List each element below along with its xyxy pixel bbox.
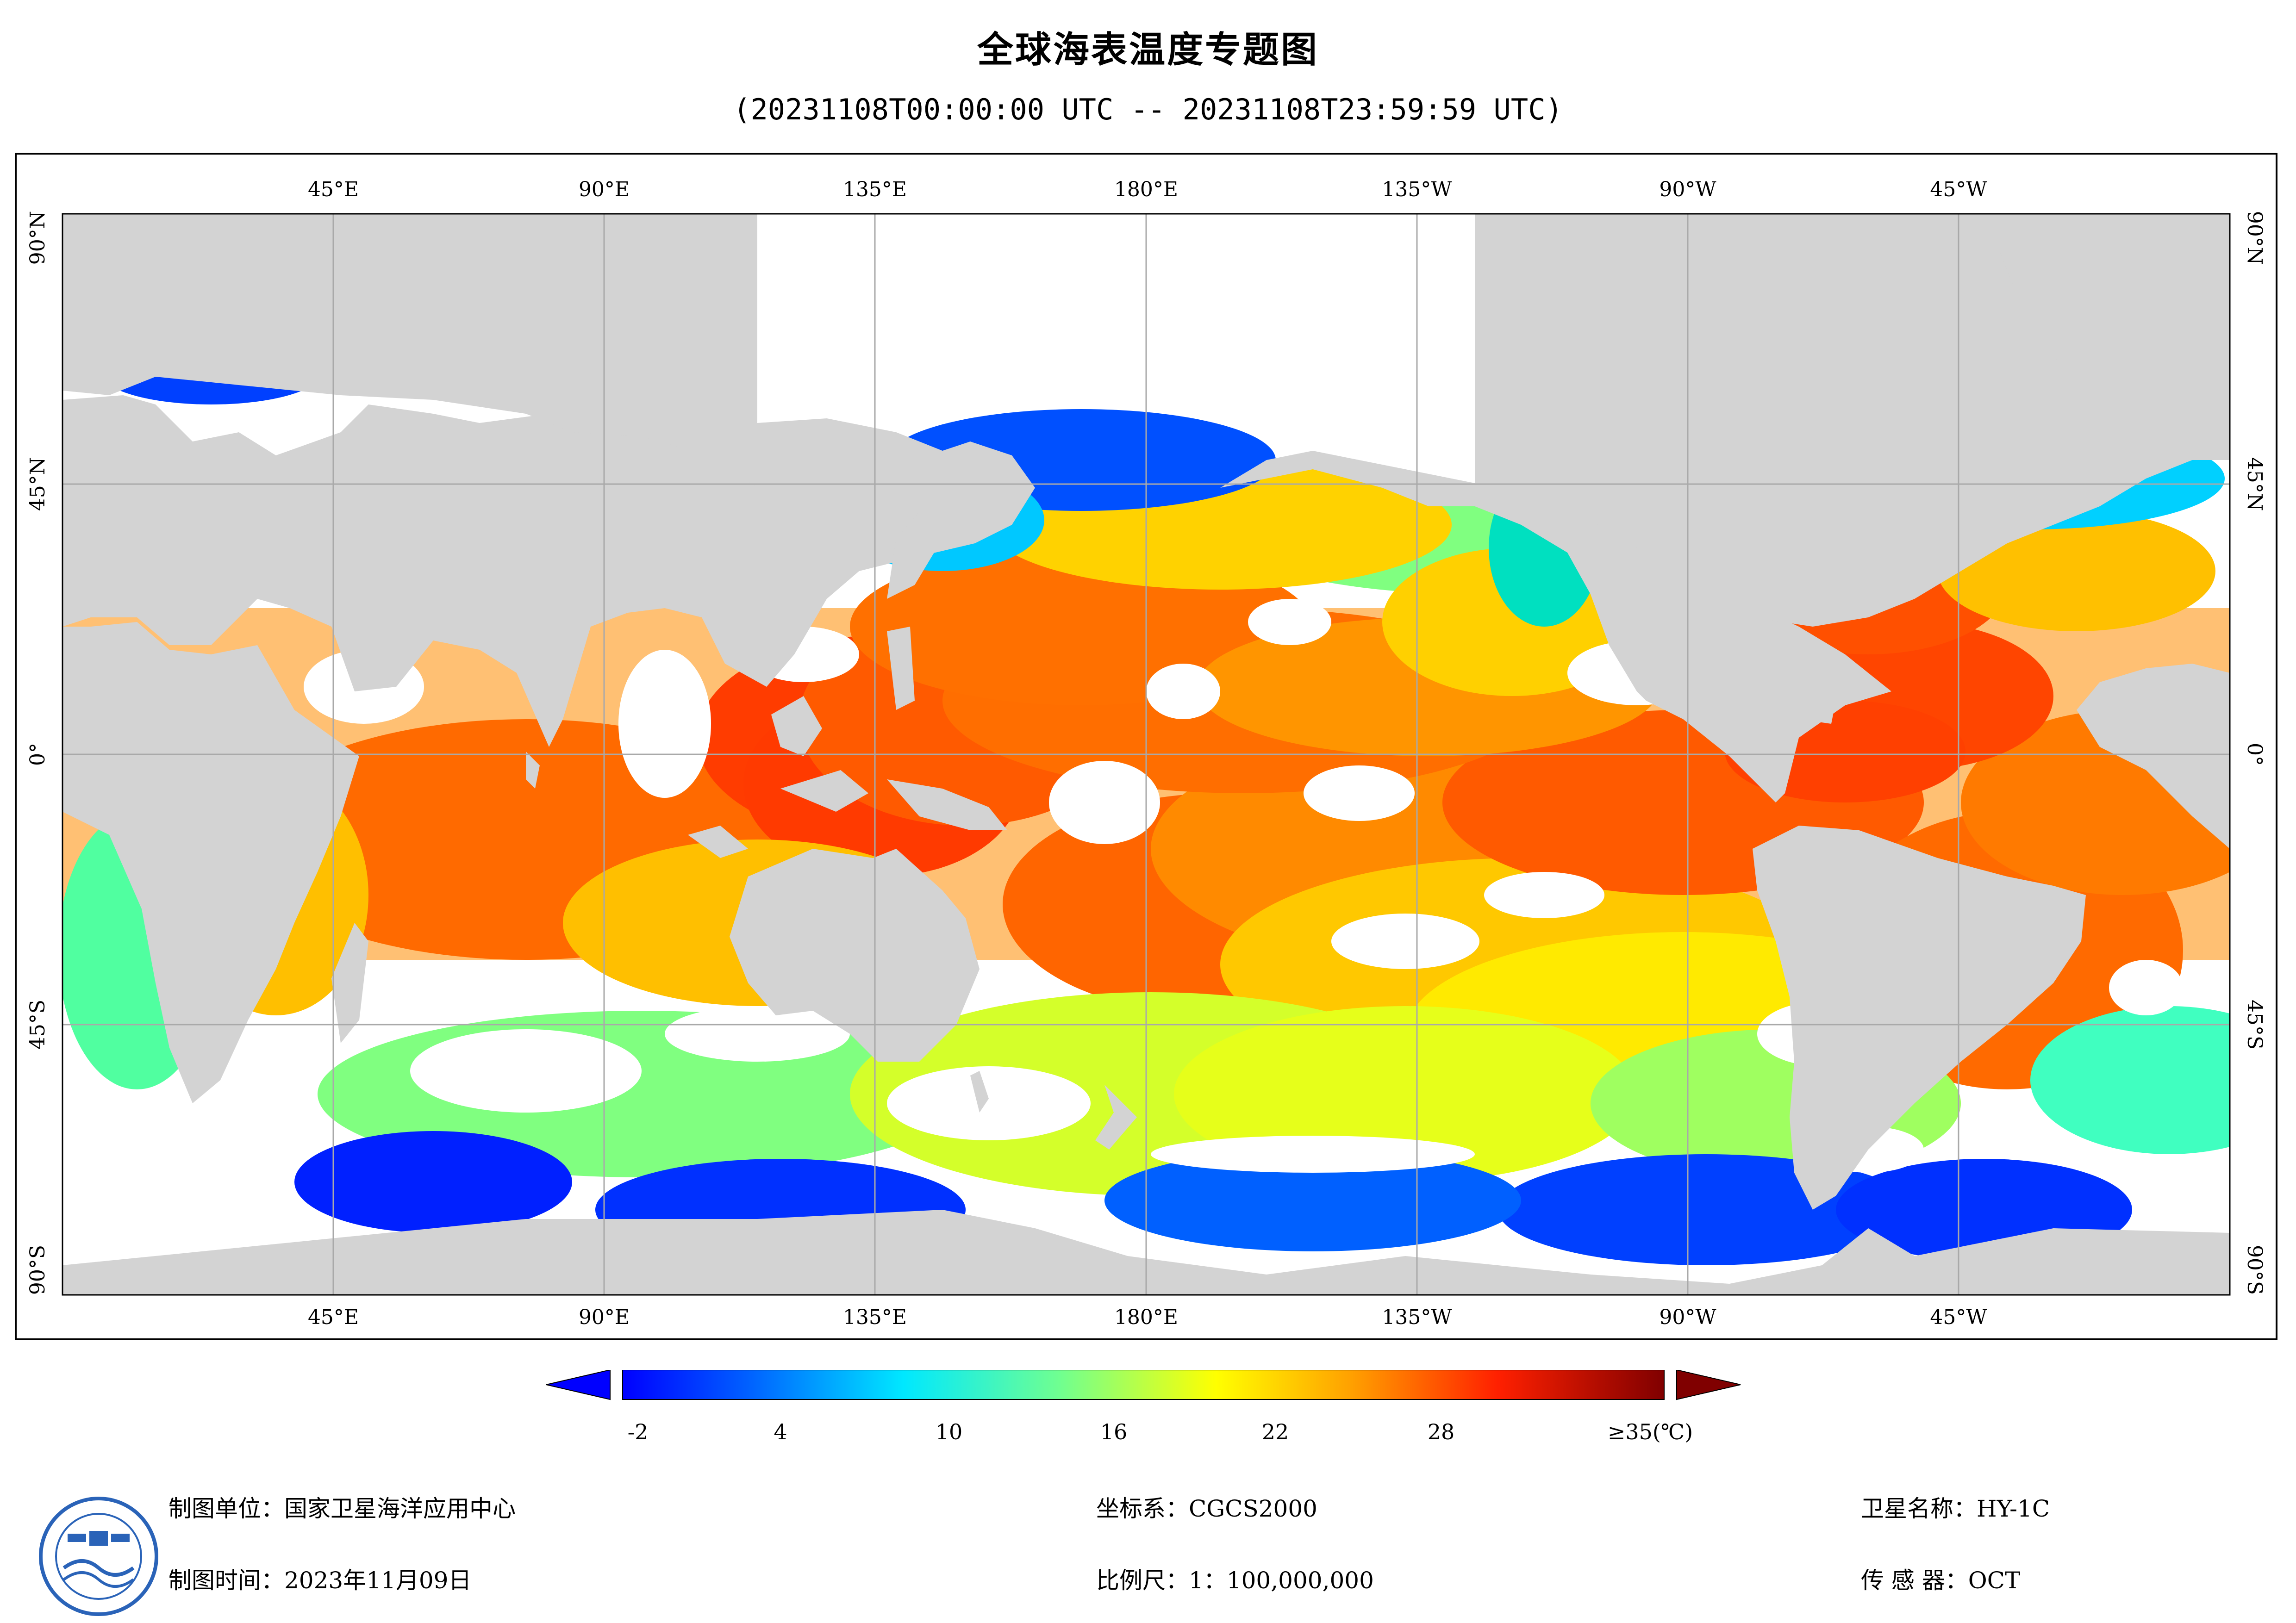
nsoas-logo-icon [39, 1497, 158, 1616]
lat-tick: 45°S [2243, 1000, 2266, 1050]
lon-ticks-top: 45°E 90°E 135°E 180°E 135°W 90°W 45°W [308, 178, 1987, 201]
colorbar-tick: -2 [628, 1419, 649, 1444]
colorbar-tick: 16 [1100, 1419, 1128, 1444]
lat-tick: 90°S [26, 1245, 50, 1295]
lat-tick: 45°N [2243, 457, 2266, 511]
sensor-label: 传 感 器：OCT [1861, 1567, 2021, 1594]
lon-tick: 90°E [579, 1306, 630, 1329]
map-time-label: 制图时间：2023年11月09日 [168, 1567, 472, 1594]
lat-ticks-left: 90°N 45°N 0° 45°S 90°S [26, 211, 50, 1295]
lat-tick: 0° [2243, 743, 2266, 766]
lon-tick: 90°E [579, 178, 630, 201]
lat-tick: 90°N [26, 211, 50, 265]
scale-label: 比例尺：1：100,000,000 [1096, 1567, 1374, 1594]
colorbar-max-label: ≥35(℃) [1608, 1419, 1693, 1444]
lon-tick: 180°E [1114, 178, 1178, 201]
map-subtitle: (20231108T00:00:00 UTC -- 20231108T23:59… [733, 93, 1563, 126]
lat-ticks-right: 90°N 45°N 0° 45°S 90°S [2243, 211, 2266, 1295]
colorbar-tick: 4 [774, 1419, 787, 1444]
lat-tick: 45°S [26, 1000, 50, 1050]
crs-label: 坐标系：CGCS2000 [1096, 1495, 1317, 1522]
lon-tick: 135°E [843, 1306, 907, 1329]
colorbar-min-arrow [546, 1370, 611, 1400]
lon-tick: 135°E [843, 178, 907, 201]
lat-tick: 90°N [2243, 211, 2266, 265]
colorbar-tick: 28 [1428, 1419, 1455, 1444]
colorbar-ticks: -2 4 10 16 22 28 ≥35(℃) [628, 1419, 1693, 1444]
lon-tick: 90°W [1659, 178, 1716, 201]
sst-map: 45°E 90°E 135°E 180°E 135°W 90°W 45°W 45… [26, 178, 2266, 1329]
lon-tick: 45°E [308, 178, 359, 201]
map-frame: 45°E 90°E 135°E 180°E 135°W 90°W 45°W 45… [15, 153, 2277, 1340]
lon-ticks-bottom: 45°E 90°E 135°E 180°E 135°W 90°W 45°W [308, 1306, 1987, 1329]
map-unit-label: 制图单位：国家卫星海洋应用中心 [168, 1495, 516, 1522]
lat-tick: 45°N [26, 457, 50, 511]
lon-tick: 45°W [1930, 1306, 1987, 1329]
sst-colorbar: -2 4 10 16 22 28 ≥35(℃) [546, 1370, 1741, 1444]
lon-tick: 180°E [1114, 1306, 1178, 1329]
colorbar-tick: 22 [1262, 1419, 1289, 1444]
colorbar-gradient [622, 1370, 1665, 1400]
satellite-label: 卫星名称：HY-1C [1861, 1495, 2050, 1522]
graticule [62, 214, 2230, 1295]
lon-tick: 45°E [308, 1306, 359, 1329]
map-title: 全球海表温度专题图 [977, 29, 1319, 71]
colorbar-max-arrow [1676, 1370, 1741, 1400]
map-border [62, 213, 2231, 1296]
lat-tick: 0° [26, 743, 50, 766]
lon-tick: 90°W [1659, 1306, 1716, 1329]
colorbar-tick: 10 [936, 1419, 963, 1444]
lon-tick: 135°W [1382, 1306, 1452, 1329]
lon-tick: 135°W [1382, 178, 1452, 201]
lat-tick: 90°S [2243, 1245, 2266, 1295]
land-masses [62, 214, 2230, 1295]
lon-tick: 45°W [1930, 178, 1987, 201]
